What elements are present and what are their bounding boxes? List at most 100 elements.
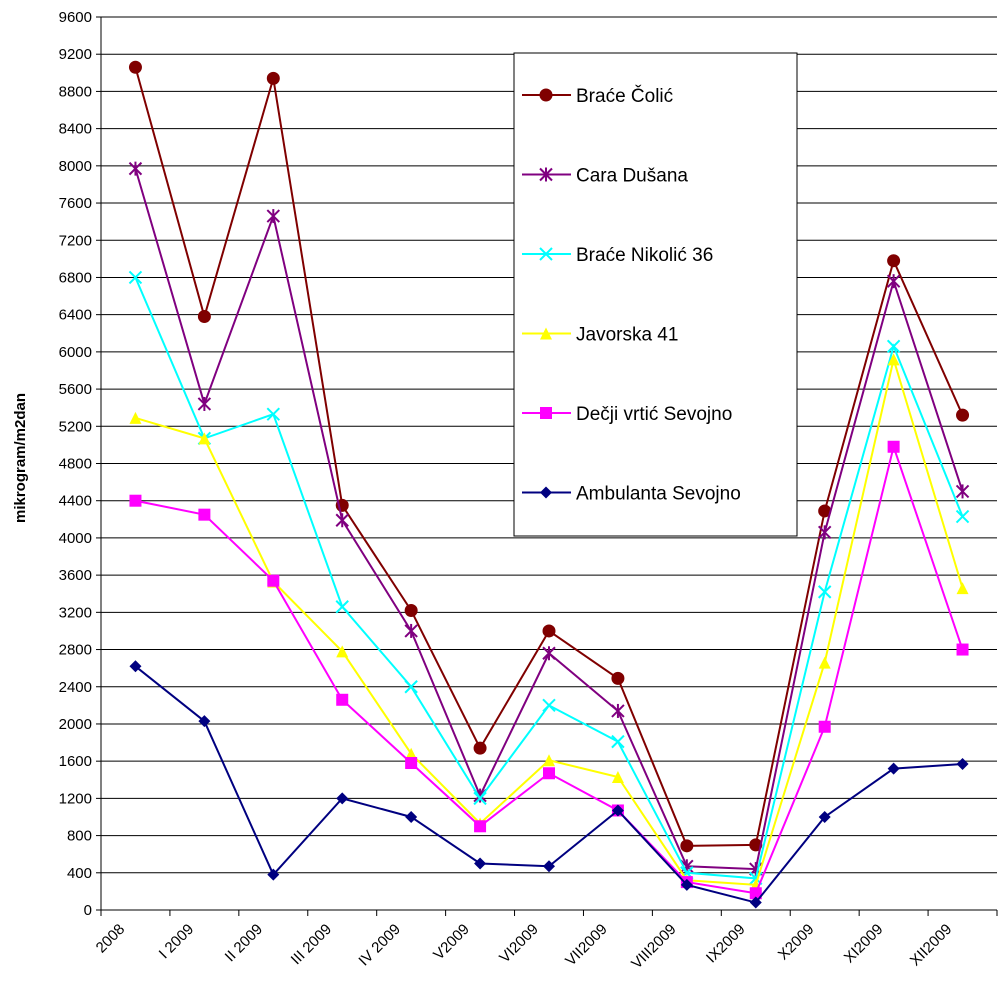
legend-label: Javorska 41 [576, 325, 678, 346]
data-point [266, 209, 281, 224]
data-point [539, 88, 553, 102]
data-point [542, 624, 556, 638]
data-point [266, 71, 280, 85]
data-point [680, 878, 693, 891]
data-point-stroke [404, 680, 418, 694]
series-6 [129, 660, 969, 909]
y-tick-label: 4000 [59, 530, 92, 547]
data-point [335, 600, 349, 614]
y-tick-label: 5200 [59, 418, 92, 435]
data-point [336, 645, 349, 658]
data-point [405, 810, 418, 823]
data-point [956, 408, 970, 422]
data-point [404, 623, 418, 638]
y-tick-label: 1200 [59, 790, 92, 807]
y-tick-label: 6400 [59, 307, 92, 324]
legend-item: Javorska 41 [522, 325, 678, 346]
data-point-stroke [542, 698, 556, 713]
y-tick-label: 3200 [59, 604, 92, 621]
data-point [542, 646, 556, 661]
data-point-stroke [335, 600, 349, 614]
data-point [611, 804, 624, 817]
data-point [543, 860, 555, 873]
y-tick-label: 6800 [59, 269, 92, 286]
series-5 [129, 440, 969, 900]
y-tick-label: 3600 [59, 567, 92, 584]
series-3 [128, 270, 970, 886]
data-point [405, 757, 418, 770]
legend-item: Braće Čolić [522, 85, 673, 107]
y-tick-label: 8000 [59, 158, 92, 175]
y-tick-label: 6000 [59, 344, 92, 361]
y-tick-label: 5600 [59, 381, 92, 398]
data-point [128, 161, 143, 176]
data-point [473, 741, 487, 755]
y-tick-label: 4800 [59, 456, 92, 473]
legend-label: Dečji vrtić Sevojno [576, 404, 732, 425]
data-point [956, 582, 969, 595]
data-point [749, 838, 763, 852]
y-tick-label: 7600 [59, 195, 92, 212]
data-point-stroke [539, 247, 553, 261]
data-point [267, 574, 280, 587]
y-tick-label: 2000 [59, 716, 92, 733]
data-point [818, 810, 831, 823]
data-point [817, 525, 832, 540]
y-tick-label: 1600 [59, 753, 92, 770]
data-point [404, 603, 418, 617]
data-point [680, 839, 694, 853]
data-point [540, 407, 552, 419]
data-point [886, 339, 901, 354]
data-point [611, 770, 624, 783]
data-point [539, 247, 553, 261]
data-point [543, 767, 555, 780]
data-point [543, 754, 555, 767]
series-1 [128, 60, 970, 853]
data-point [749, 896, 762, 909]
data-point [817, 585, 832, 599]
data-point [887, 353, 900, 366]
legend-item: Cara Dušana [522, 166, 688, 187]
data-point [473, 791, 487, 806]
data-point [539, 167, 553, 182]
legend-box [513, 52, 798, 537]
data-point [404, 680, 418, 694]
y-tick-label: 8400 [59, 121, 92, 138]
data-point [956, 643, 969, 656]
data-point [197, 310, 211, 324]
data-point [611, 734, 625, 749]
data-point [887, 254, 901, 268]
data-point [540, 327, 552, 340]
data-point [198, 432, 211, 445]
series-2 [128, 161, 970, 877]
legend-item: Ambulanta Sevojno [522, 484, 741, 505]
y-tick-label: 400 [67, 865, 92, 882]
data-point [474, 820, 487, 833]
data-point [818, 720, 831, 733]
data-point [129, 411, 142, 424]
y-tick-label: 9200 [59, 46, 92, 63]
data-point [198, 508, 211, 521]
y-tick-label: 0 [84, 902, 92, 919]
data-point [887, 440, 900, 453]
data-point-stroke [128, 270, 143, 285]
legend-item: Dečji vrtić Sevojno [522, 404, 732, 425]
y-tick-label: 2400 [59, 679, 92, 696]
data-point [749, 887, 762, 900]
data-point [956, 757, 969, 770]
data-point [955, 509, 970, 524]
y-tick-label: 8800 [59, 83, 92, 100]
data-point [886, 274, 901, 289]
data-point [542, 698, 556, 713]
legend-label: Cara Dušana [576, 166, 688, 187]
data-point [197, 396, 212, 411]
legend-label: Braće Čolić [576, 85, 673, 107]
data-point-stroke [611, 734, 625, 749]
data-point-stroke [817, 585, 832, 599]
data-point [335, 513, 349, 528]
series-lines [128, 60, 970, 909]
data-point [818, 656, 831, 669]
y-tick-label: 2800 [59, 642, 92, 659]
